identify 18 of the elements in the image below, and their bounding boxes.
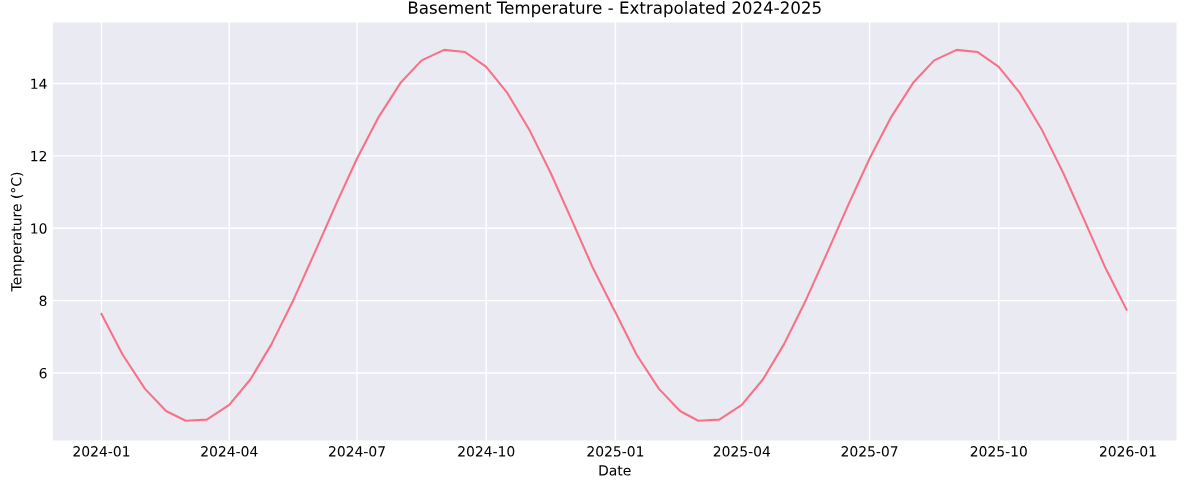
x-tick-label: 2024-10 [458,446,515,457]
y-tick-label: 6 [39,367,47,379]
chart-title: Basement Temperature - Extrapolated 2024-2025 [408,1,821,18]
line-series [100,48,1128,422]
x-tick-label: 2024-07 [329,446,385,457]
y-tick-label: 14 [31,78,47,89]
y-tick-label: 8 [39,295,47,307]
y-tick-label: 10 [31,223,47,234]
x-tick-label: 2025-04 [713,446,771,457]
x-tick-label: 2025-01 [587,446,644,457]
x-tick-label: 2024-01 [73,446,130,457]
x-tick-label: 2025-07 [841,446,898,457]
x-tick-label: 2025-10 [970,446,1027,457]
y-axis-title: Temperature (°C) [10,172,25,292]
x-tick-label: 2026-01 [1099,446,1156,457]
x-axis-title: Date [599,465,631,476]
y-tick-label: 12 [31,150,47,162]
x-tick-label: 2024-04 [201,446,258,457]
